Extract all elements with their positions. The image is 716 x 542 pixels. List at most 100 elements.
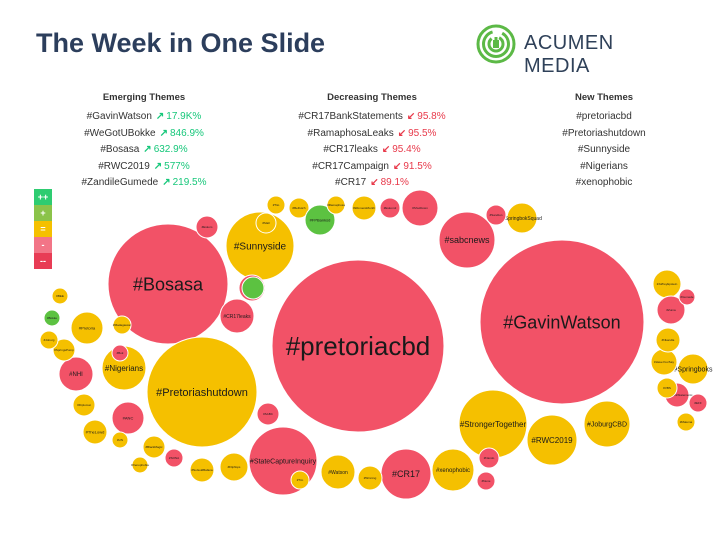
bubble-label: #Flipflops bbox=[228, 465, 241, 469]
emerging-tag: #ZandileGumede bbox=[81, 177, 159, 188]
up-arrow-icon: ↗ bbox=[143, 144, 152, 155]
bubble-circle bbox=[111, 344, 129, 362]
bubble-circle bbox=[320, 454, 356, 490]
bubble-circle bbox=[241, 276, 265, 300]
decreasing-tag: #CR17 bbox=[335, 177, 367, 188]
bubble: #Tito bbox=[266, 195, 286, 215]
bubble-circle bbox=[656, 295, 686, 325]
decreasing-pct: 95.8% bbox=[417, 111, 446, 122]
decreasing-tag: #RamaphosaLeaks bbox=[307, 127, 394, 139]
bubble: #Zuma bbox=[656, 295, 686, 325]
bubble-circle bbox=[219, 298, 255, 334]
bubble-label: #Nando bbox=[484, 456, 495, 460]
bubble: #Joburg bbox=[39, 330, 59, 350]
emerging-tag: #WeGotUBokke bbox=[84, 127, 156, 139]
decreasing-item: #CR17BankStatements ↙ 95.8% bbox=[272, 109, 472, 126]
new-item: #pretoriacbd bbox=[576, 111, 632, 122]
bubble-circle bbox=[357, 465, 383, 491]
bubble: #Watson bbox=[320, 454, 356, 490]
bubble-label: #Joburg bbox=[44, 338, 55, 342]
bubble: #CR17 bbox=[380, 448, 432, 500]
bubble-label: #Watson bbox=[328, 470, 348, 476]
bubble: #Eskom bbox=[195, 215, 219, 239]
decreasing-pct: 95.4% bbox=[392, 144, 421, 155]
bubble-circle bbox=[164, 448, 184, 468]
up-arrow-icon: ↗ bbox=[155, 111, 165, 122]
bubble: #JoffreyEpstein bbox=[652, 269, 682, 299]
bubble-circle bbox=[438, 211, 496, 269]
bubble: #CR17leaks bbox=[219, 298, 255, 334]
bubble-label: #sabcnews bbox=[444, 235, 490, 245]
bubble-label: #ANC bbox=[123, 415, 134, 420]
bubble-label: #Tito bbox=[273, 203, 280, 207]
bubble: #SpringbokSquad bbox=[502, 202, 542, 234]
bubble-circle bbox=[43, 309, 61, 327]
bubble-label: #TheLowd bbox=[86, 429, 105, 434]
bubble-label: #NHI bbox=[69, 372, 83, 378]
bubble: #pretoriacbd bbox=[271, 259, 445, 433]
emerging-item: #Bosasa ↗ 632.9% bbox=[44, 142, 244, 159]
emerging-item: #GavinWatson ↗ 17.9K% bbox=[44, 109, 244, 126]
bubble: #BeDutch bbox=[288, 197, 310, 219]
emerging-pct: 577% bbox=[164, 160, 190, 172]
bubble-label: #Nene bbox=[482, 479, 491, 483]
new-heading: New Themes bbox=[574, 92, 634, 103]
emerging-tag: #Bosasa bbox=[100, 144, 140, 155]
legend-strong-increase: ++ bbox=[34, 189, 52, 205]
bubble: #Diplomat bbox=[72, 393, 96, 417]
emerging-item: #RWC2019 ↗ 577% bbox=[44, 159, 244, 176]
bubble-label: #Gumede bbox=[680, 295, 694, 299]
decreasing-tag: #CR17BankStatements bbox=[298, 111, 403, 122]
bubble-circle bbox=[688, 393, 708, 413]
bubble-circle bbox=[189, 457, 215, 483]
bubble-label: #Tim bbox=[297, 478, 304, 482]
bubble-label: #CR17leaks bbox=[223, 314, 251, 320]
bubble: #UN bbox=[111, 431, 129, 449]
bubble-circle bbox=[478, 447, 500, 469]
bubble-label: #SpringbokSquad bbox=[502, 216, 542, 222]
decreasing-pct: 95.5% bbox=[408, 127, 437, 139]
bubble-circle bbox=[195, 215, 219, 239]
bubble-label: #Sunnyside bbox=[234, 242, 287, 253]
bubble-label: #Madagascar bbox=[113, 323, 131, 327]
bubble: #Malema bbox=[676, 412, 696, 432]
bubble-label: #VBS bbox=[663, 386, 671, 390]
bubble-label: #UN bbox=[117, 438, 123, 442]
bubble: #sabcnews bbox=[438, 211, 496, 269]
new-item: #xenophobic bbox=[575, 177, 633, 188]
bubble-label: #JoburgCBD bbox=[587, 421, 627, 428]
bubble: #NHI bbox=[58, 356, 94, 392]
bubble-label: #Sandton bbox=[490, 213, 503, 217]
bubble: #Eskom2 bbox=[379, 197, 401, 219]
down-arrow-icon: ↙ bbox=[392, 160, 402, 172]
bubble-circle bbox=[52, 338, 76, 362]
bubble-label: #WomensMonth bbox=[353, 206, 375, 210]
bubble-label: #BlackMagic bbox=[145, 445, 163, 449]
bubble-circle bbox=[256, 402, 280, 426]
bubble-circle bbox=[676, 412, 696, 432]
bubble-circle bbox=[70, 311, 104, 345]
emerging-item: #WeGotUBokke ↗ 846.9% bbox=[44, 126, 244, 143]
bubble-circle bbox=[351, 195, 377, 221]
bubble-label: #Eskom bbox=[202, 225, 213, 229]
bubble-circle bbox=[678, 288, 696, 306]
bubble-circle bbox=[112, 315, 132, 335]
bubble-circle bbox=[288, 197, 310, 219]
bubble-label: #Pretoriashutdown bbox=[156, 387, 248, 399]
bubble-circle bbox=[58, 356, 94, 392]
bubble-label: #JoffreyEpstein bbox=[657, 282, 678, 286]
bubble-label: #Xenophobia bbox=[131, 463, 149, 467]
bubble-circle bbox=[655, 327, 681, 353]
decreasing-tag: #CR17leaks bbox=[323, 144, 378, 155]
new-item: #Pretoriashutdown bbox=[562, 127, 646, 139]
emerging-tag: #GavinWatson bbox=[86, 111, 152, 122]
bubble-circle bbox=[219, 452, 249, 482]
bubble-label: #Bokke bbox=[47, 316, 57, 320]
bubble-label: #CR17 bbox=[392, 469, 420, 479]
bubble-label: #Zuma bbox=[666, 308, 676, 312]
bubble-label: #GavinWatson bbox=[503, 312, 620, 332]
bubble: #BlackMagic bbox=[142, 435, 166, 459]
bubble-label: #Bosasa bbox=[133, 274, 204, 294]
bubble-label: #SpringsPump bbox=[54, 348, 74, 352]
legend-neutral: = bbox=[34, 221, 52, 237]
